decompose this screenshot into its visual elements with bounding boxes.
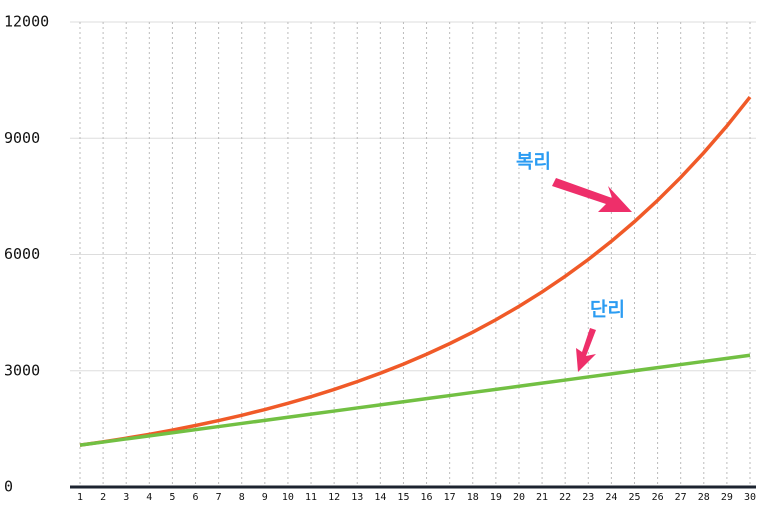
x-tick-label: 28 <box>698 492 710 503</box>
x-tick-label: 23 <box>582 492 594 503</box>
x-tick-label: 29 <box>721 492 733 503</box>
x-tick-label: 22 <box>559 492 571 503</box>
x-tick-label: 12 <box>328 492 340 503</box>
series-line <box>79 353 751 447</box>
x-tick-label: 21 <box>536 492 548 503</box>
x-tick-label: 6 <box>193 492 199 503</box>
y-tick-label: 9000 <box>4 129 40 147</box>
y-tick-label: 0 <box>4 478 13 496</box>
x-tick-label: 24 <box>605 492 617 503</box>
x-tick-label: 14 <box>374 492 386 503</box>
x-tick-label: 11 <box>305 492 317 503</box>
arrow <box>576 328 596 372</box>
x-tick-label: 4 <box>146 492 152 503</box>
lines <box>79 95 752 447</box>
x-tick-label: 27 <box>675 492 687 503</box>
x-tick-label: 20 <box>513 492 525 503</box>
x-tick-label: 30 <box>744 492 756 503</box>
x-tick-label: 13 <box>351 492 363 503</box>
x-tick-label: 17 <box>444 492 456 503</box>
x-tick-label: 25 <box>628 492 640 503</box>
x-tick-label: 26 <box>652 492 664 503</box>
x-tick-label: 18 <box>467 492 479 503</box>
x-tick-label: 9 <box>262 492 268 503</box>
x-tick-label: 15 <box>397 492 409 503</box>
arrow <box>552 178 632 212</box>
y-tick-label: 12000 <box>4 13 49 31</box>
y-tick-label: 3000 <box>4 361 40 379</box>
annotation: 단리 <box>590 299 625 321</box>
x-tick-label: 1 <box>77 492 83 503</box>
x-tick-label: 16 <box>421 492 433 503</box>
y-tick-label: 6000 <box>4 245 40 263</box>
x-tick-label: 10 <box>282 492 294 503</box>
x-tick-label: 5 <box>169 492 175 503</box>
series-line <box>79 95 752 447</box>
x-tick-label: 3 <box>123 492 129 503</box>
x-tick-label: 2 <box>100 492 106 503</box>
x-tick-label: 7 <box>216 492 222 503</box>
annotation: 복리 <box>516 151 551 173</box>
x-tick-label: 19 <box>490 492 502 503</box>
grid <box>70 21 756 488</box>
x-tick-label: 8 <box>239 492 245 503</box>
